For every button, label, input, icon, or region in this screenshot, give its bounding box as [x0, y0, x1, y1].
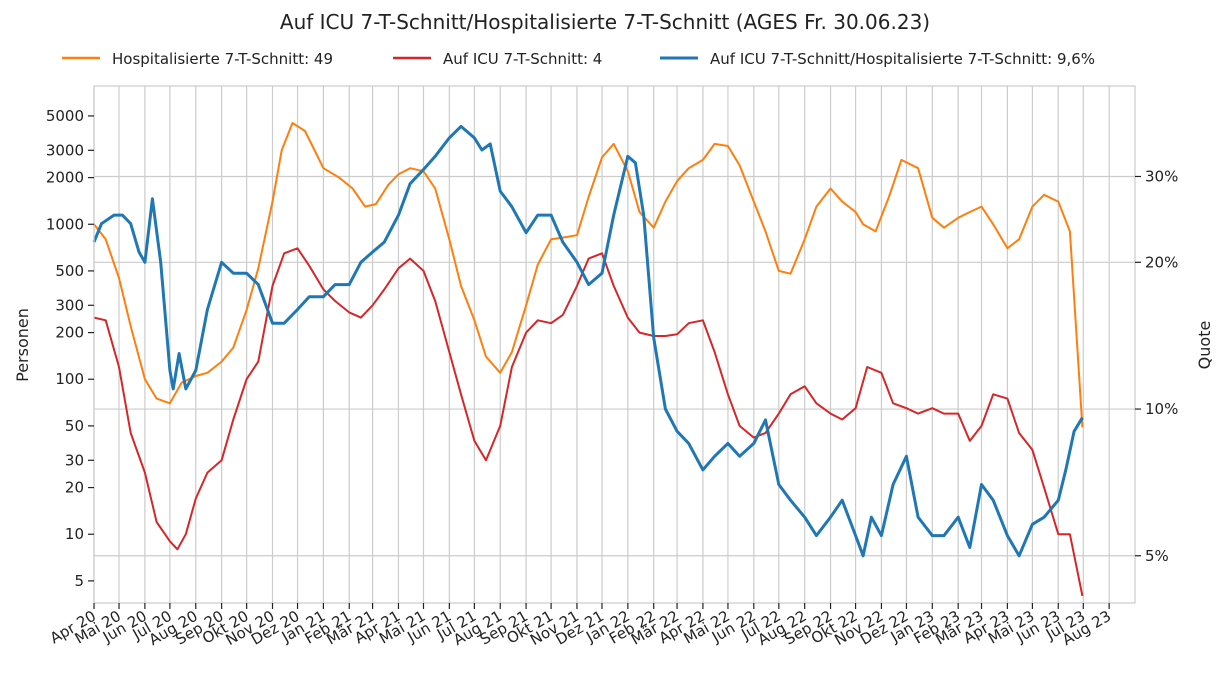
y-left-tick-label: 300: [55, 296, 84, 314]
y-right-tick-label: 10%: [1145, 400, 1178, 418]
y-left-tick-label: 3000: [46, 141, 84, 159]
y-axis-left-label: Personen: [13, 308, 32, 382]
gridlines: [93, 86, 1135, 603]
legend: Hospitalisierte 7-T-Schnitt: 49 Auf ICU …: [62, 50, 1095, 68]
y-axis-right: 5% 10% 20% 30%: [1135, 167, 1178, 565]
chart-title: Auf ICU 7-T-Schnitt/Hospitalisierte 7-T-…: [280, 10, 930, 34]
y-left-tick-label: 5000: [46, 107, 84, 125]
y-left-tick-label: 2000: [46, 169, 84, 187]
y-right-tick-label: 20%: [1145, 253, 1178, 271]
y-left-tick-label: 30: [65, 451, 84, 469]
y-left-tick-label: 10: [65, 525, 84, 543]
series-quote-line: [92, 124, 1084, 558]
series-hospitalisierte-line: [93, 122, 1084, 428]
y-right-tick-label: 5%: [1145, 547, 1169, 565]
y-axis-right-label: Quote: [1195, 321, 1214, 370]
y-left-tick-label: 5: [74, 572, 84, 590]
y-left-tick-label: 200: [55, 324, 84, 342]
series-icu-line: [93, 247, 1084, 597]
y-left-tick-label: 20: [65, 479, 84, 497]
plot-lines: [92, 122, 1084, 597]
y-left-tick-label: 500: [55, 262, 84, 280]
y-axis-left: 5 10 20 30 50 100 200 300 500 1000 2000 3000 5000: [46, 107, 94, 590]
y-right-tick-label: 30%: [1145, 167, 1178, 185]
y-left-tick-label: 50: [65, 417, 84, 435]
y-left-tick-label: 100: [55, 370, 84, 388]
legend-label-quote: Auf ICU 7-T-Schnitt/Hospitalisierte 7-T-…: [710, 50, 1095, 68]
legend-label-icu: Auf ICU 7-T-Schnitt: 4: [443, 50, 602, 68]
legend-label-hospitalisierte: Hospitalisierte 7-T-Schnitt: 49: [112, 50, 333, 68]
plot-frame: [93, 85, 1136, 604]
y-left-tick-label: 1000: [46, 215, 84, 233]
